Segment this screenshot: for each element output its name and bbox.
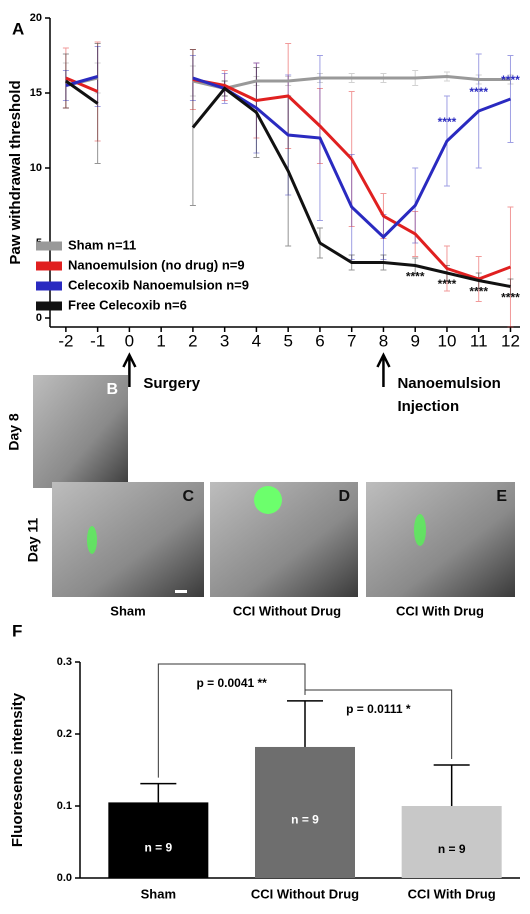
y-tick-label: 20 [30,12,42,24]
photo-d [210,482,358,597]
x-tick-label: 6 [315,331,324,350]
error-bar [189,55,196,101]
significance: **** [469,85,488,99]
error-bar [189,49,196,206]
panel-letter: F [12,621,22,640]
fluorescence [254,486,282,514]
x-tick-label: 5 [283,331,292,350]
x-tick-label: CCI With Drug [408,886,496,901]
x-tick-label: 12 [501,331,520,350]
legend-label: Celecoxib Nanoemulsion n=9 [68,277,249,292]
panel-letter: A [12,19,24,38]
photo-caption: CCI With Drug [396,603,484,618]
photo-e [366,482,515,597]
bar-label: n = 9 [438,842,466,856]
x-tick-label: 4 [252,331,261,350]
comparison-bracket [304,689,453,759]
event-arrow [122,352,137,387]
error-bar [287,700,323,747]
photo-caption: Sham [110,603,145,618]
y-tick-label: 0.0 [57,872,72,884]
x-tick-label: 0 [125,331,134,350]
comparison-bracket [157,663,306,778]
fluorescence [87,526,97,554]
significance: **** [501,73,520,87]
x-tick-label: 9 [410,331,419,350]
legend-label: Sham n=11 [68,237,136,252]
error-bar [433,764,470,806]
bar-label: n = 9 [144,840,172,854]
x-tick-label: 7 [347,331,356,350]
significance: **** [438,277,457,291]
y-tick-label: 0.1 [57,800,72,812]
x-tick-label: 1 [156,331,165,350]
legend-label: Free Celecoxib n=6 [68,297,187,312]
x-tick-label: -2 [58,331,73,350]
x-tick-label: 2 [188,331,197,350]
panel-letter: E [496,488,507,505]
error-bar [507,55,514,143]
event-label: Surgery [143,375,200,392]
comparison-label: p = 0.0041 ** [196,676,267,690]
y-tick-label: 0 [36,312,42,324]
x-tick-label: 10 [437,331,456,350]
series-line [65,79,511,288]
comparison-label: p = 0.0111 * [346,702,411,716]
photo-b [33,375,128,488]
series-line [65,76,512,281]
fluorescence [414,514,426,546]
photo-c [52,482,204,597]
x-tick-label: 3 [220,331,229,350]
error-bar [140,782,177,803]
photo-caption: CCI Without Drug [233,603,341,618]
y-axis-label: Fluoresence intensity [9,692,26,847]
photo-gap [33,488,52,491]
x-tick-label: Sham [141,886,176,901]
error-bar [507,74,514,85]
event-label: Nanoemulsion [397,375,500,392]
panel-letter: C [182,488,194,505]
legend-label: Nanoemulsion (no drug) n=9 [68,257,245,272]
y-tick-label: 0.3 [57,656,72,668]
significance: **** [469,285,488,299]
bar [401,806,502,878]
x-tick-label: 8 [379,331,388,350]
bar-label: n = 9 [291,813,319,827]
day-label: Day 11 [25,518,41,563]
x-tick-label: CCI Without Drug [251,886,359,901]
error-bar [507,278,514,295]
day-label: Day 8 [6,413,22,451]
panel-letter: B [106,381,118,398]
bar [108,802,209,878]
x-tick-label: -1 [90,331,105,350]
y-tick-label: 10 [30,162,42,174]
significance: **** [406,270,425,284]
scale-bar [175,590,187,593]
significance: **** [501,291,520,305]
x-tick-label: 11 [470,331,488,350]
bar [255,746,355,878]
error-bar [507,206,514,328]
y-tick-label: 0.2 [57,728,72,740]
panel-letter: D [338,488,350,505]
event-label: Injection [397,398,459,415]
y-axis-label: Paw withdrawal threshold [7,80,24,264]
event-arrow [376,352,391,387]
significance: **** [438,115,457,129]
y-tick-label: 15 [30,87,42,99]
